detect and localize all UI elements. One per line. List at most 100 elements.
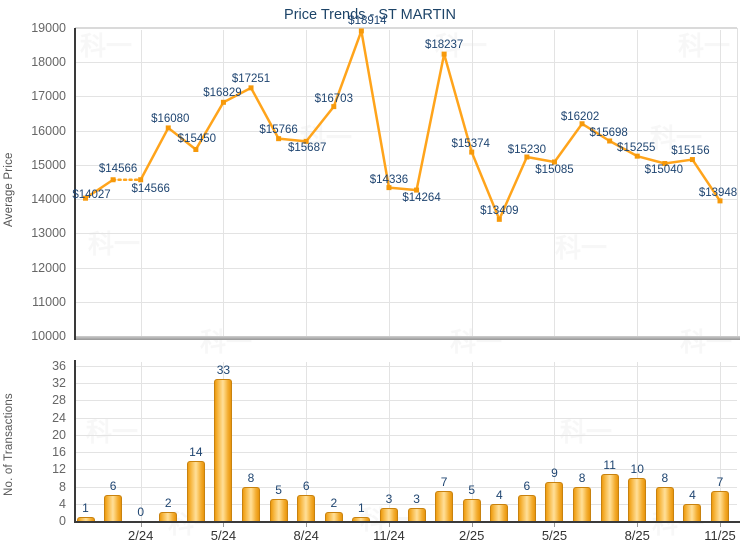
transaction-bar-label: 2 <box>330 496 338 510</box>
transaction-bar <box>628 478 647 521</box>
price-point-marker <box>386 185 392 191</box>
gridline-v <box>306 30 308 336</box>
price-point-marker <box>469 149 475 155</box>
x-axis-tick-label: 11/25 <box>704 528 736 543</box>
x-axis-tick-label: 5/24 <box>210 528 237 543</box>
x-axis-tick-label: 11/24 <box>373 528 405 543</box>
gridline-v <box>471 362 473 521</box>
price-point-label: $13409 <box>480 205 519 218</box>
price-line-segment <box>84 178 115 200</box>
gridline-h <box>75 267 737 269</box>
x-axis-baseline <box>76 336 740 340</box>
gridline-h <box>75 383 737 385</box>
x-axis-tick-label: 5/25 <box>541 528 568 543</box>
price-point-marker <box>110 177 116 183</box>
price-point-marker <box>276 136 282 142</box>
price-point-marker <box>524 154 530 160</box>
price-point-label: $16829 <box>203 87 242 100</box>
transaction-bar <box>104 495 123 521</box>
y-axis-line <box>74 28 76 340</box>
transaction-bar <box>490 504 509 521</box>
y-axis-tick-label: 32 <box>52 376 66 391</box>
transaction-bar-label: 7 <box>440 475 448 489</box>
gridline-v <box>554 30 556 336</box>
x-axis-tick <box>306 523 308 527</box>
x-axis-tick <box>140 523 142 527</box>
y-axis-tick-label: 14000 <box>31 192 66 207</box>
price-point-marker <box>303 138 309 144</box>
y-axis-tick-label: 24 <box>52 410 66 425</box>
y-axis-tick-label: 28 <box>52 393 66 408</box>
price-point-label: $15687 <box>288 142 327 155</box>
transaction-bar <box>76 517 95 521</box>
gridline-v <box>140 362 142 521</box>
transaction-bar <box>159 512 178 521</box>
y-axis-tick-label: 19000 <box>31 21 66 35</box>
transaction-bar-label: 2 <box>164 496 172 510</box>
price-line-segment <box>139 126 170 181</box>
transaction-bar-label: 5 <box>468 483 476 497</box>
gridline-h <box>75 130 737 132</box>
price-point-marker <box>83 195 88 201</box>
price-line-segment <box>167 126 198 151</box>
transaction-bar <box>242 487 261 521</box>
x-axis-line <box>74 521 740 523</box>
transaction-bar-label: 3 <box>385 492 393 506</box>
price-line-segment <box>608 139 639 158</box>
price-point-label: $15698 <box>589 127 628 139</box>
price-point-label: $15085 <box>535 163 574 176</box>
y-axis-tick-label: 36 <box>52 359 66 373</box>
gridline-h <box>75 452 737 454</box>
y-axis-tick-label: 10000 <box>31 329 66 343</box>
price-line-segment <box>249 86 280 140</box>
price-point-label: $15230 <box>507 144 547 157</box>
price-point-label: $13948 <box>698 186 738 199</box>
price-point-marker <box>358 28 364 34</box>
price-point-marker <box>248 85 254 91</box>
gridline-v <box>223 30 225 336</box>
price-point-marker <box>414 187 420 193</box>
price-point-marker <box>331 104 337 110</box>
transaction-bar <box>683 504 702 521</box>
price-point-marker <box>165 125 171 131</box>
price-point-label: $16703 <box>314 92 353 105</box>
transaction-bar-label: 1 <box>358 501 365 515</box>
gridline-v <box>637 30 639 336</box>
gridline-h <box>75 96 737 98</box>
price-line-segment <box>525 155 556 164</box>
price-point-marker <box>193 146 199 152</box>
transaction-bar <box>462 499 481 521</box>
price-line-segment <box>553 122 584 164</box>
transaction-bar-label: 5 <box>275 483 282 497</box>
price-point-marker <box>579 121 585 127</box>
price-line-segment <box>663 158 694 165</box>
transaction-bar-label: 8 <box>661 471 669 485</box>
price-line-segment <box>498 155 529 221</box>
transaction-bar-label: 3 <box>413 492 420 506</box>
transaction-bar-label: 7 <box>716 475 724 489</box>
gridline-h <box>75 366 737 367</box>
price-point-label: $14336 <box>369 173 409 186</box>
y-axis-tick-label: 15000 <box>31 157 66 172</box>
transaction-bar <box>269 499 288 521</box>
chart-title: Price Trends - ST MARTIN <box>284 7 456 23</box>
price-point-marker <box>634 153 640 159</box>
y-axis-tick-label: 0 <box>59 514 66 528</box>
price-line-segment <box>415 52 446 192</box>
transaction-bar-label: 6 <box>109 479 117 493</box>
x-axis-tick <box>554 523 556 527</box>
transaction-bar <box>407 508 426 521</box>
price-line-segment <box>691 158 722 203</box>
transaction-bar-label: 33 <box>216 363 231 377</box>
y-axis-tick-label: 11000 <box>32 294 66 309</box>
y-axis-tick-label: 17000 <box>31 89 66 104</box>
transaction-bar <box>435 491 454 521</box>
transaction-bar <box>573 487 592 521</box>
gridline-v <box>388 30 390 336</box>
price-point-marker <box>607 138 613 144</box>
price-point-marker <box>220 99 226 105</box>
transaction-bar-label: 8 <box>578 471 586 485</box>
transaction-bar-label: 14 <box>189 445 203 459</box>
